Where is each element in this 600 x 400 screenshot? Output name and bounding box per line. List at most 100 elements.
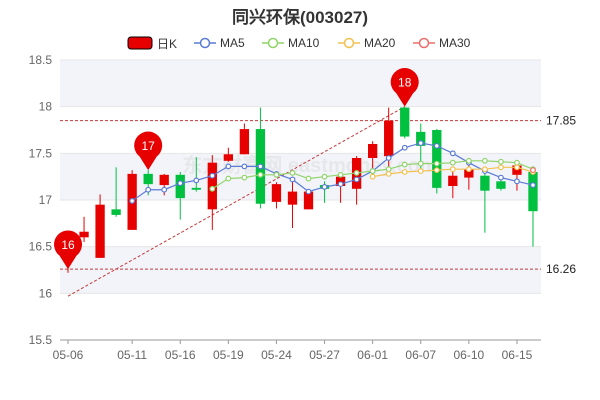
candle-body <box>111 209 121 215</box>
ma20-point <box>498 164 504 171</box>
ma5-point <box>417 140 424 146</box>
legend: 日K MA5 MA10 MA20 MA30 <box>0 33 600 53</box>
ma5-point <box>305 188 312 195</box>
line-legend-icon <box>413 37 435 49</box>
ma10-point <box>449 159 456 166</box>
candle-body <box>400 107 410 137</box>
chart-title: 同兴环保(003027) <box>231 8 369 27</box>
ma5-point <box>498 174 504 181</box>
ma20-point <box>514 164 520 171</box>
x-tick-label: 05-06 <box>53 348 84 362</box>
ma5-point <box>225 163 232 170</box>
legend-item-日k[interactable]: 日K <box>127 33 177 53</box>
ma10-point <box>417 160 424 167</box>
ma5-point <box>530 182 536 188</box>
candle-body <box>79 231 89 238</box>
reference-line-label: 16.26 <box>546 262 576 276</box>
ma5-point <box>177 180 184 187</box>
candle-body <box>95 204 105 258</box>
ma20-point <box>369 173 376 180</box>
ma10-point <box>305 175 312 182</box>
ma10-point <box>514 159 520 166</box>
ma10-point <box>369 168 376 174</box>
y-tick-label: 17.5 <box>29 146 53 160</box>
ma5-point <box>449 150 456 157</box>
ma10-point <box>385 166 392 173</box>
reference-line-label: 17.85 <box>546 114 576 128</box>
y-tick-label: 15.5 <box>29 333 53 347</box>
candle-body <box>480 175 490 191</box>
ma10-point <box>465 157 472 164</box>
legend-item-ma20[interactable]: MA20 <box>338 33 395 53</box>
y-tick-label: 16.5 <box>29 240 53 254</box>
x-tick-label: 05-19 <box>213 348 244 362</box>
legend-label: MA10 <box>288 36 320 50</box>
ma10-point <box>241 174 248 181</box>
ma5-point <box>209 172 216 179</box>
candle-body <box>191 187 201 190</box>
ma30-point <box>530 167 536 174</box>
ma10-point <box>209 185 216 192</box>
legend-item-ma10[interactable]: MA10 <box>262 33 319 53</box>
ma10-point <box>273 171 280 178</box>
candle-body <box>175 174 185 199</box>
price-marker-pin <box>54 230 83 270</box>
candle-body <box>432 130 442 188</box>
price-marker-label: 17 <box>142 139 156 153</box>
ma10-point <box>401 161 408 168</box>
ma10-point <box>498 158 504 165</box>
line-legend-icon <box>194 37 216 49</box>
x-tick-label: 06-01 <box>357 348 388 362</box>
ma5-point <box>401 144 408 151</box>
grid-band <box>60 60 541 107</box>
x-tick-label: 05-16 <box>165 348 196 362</box>
ma20-point <box>481 166 488 173</box>
ma5-point <box>289 176 296 183</box>
x-tick-label: 06-10 <box>453 348 484 362</box>
candle-body <box>239 129 250 155</box>
y-tick-label: 18.5 <box>29 53 53 67</box>
legend-item-ma30[interactable]: MA30 <box>413 33 470 53</box>
ma10-point <box>289 170 296 176</box>
candle-body <box>496 181 506 189</box>
x-tick-label: 06-07 <box>405 348 436 362</box>
legend-item-ma5[interactable]: MA5 <box>194 33 245 53</box>
ma5-point <box>514 178 520 185</box>
ma5-point <box>385 155 392 161</box>
y-tick-label: 17 <box>39 193 53 207</box>
ma20-point <box>433 167 440 174</box>
ma5-point <box>161 186 168 193</box>
ma5-point <box>193 177 200 184</box>
x-tick-label: 05-11 <box>117 348 147 362</box>
candle-body <box>448 175 458 186</box>
x-tick-label: 06-15 <box>502 348 533 362</box>
price-marker-pin <box>390 68 419 107</box>
legend-label: MA5 <box>220 36 245 50</box>
line-legend-icon <box>338 37 360 49</box>
candle-legend-icon <box>127 36 153 50</box>
ma5-point <box>257 163 264 170</box>
price-marker-label: 16 <box>61 238 75 252</box>
price-marker-label: 18 <box>398 76 412 90</box>
legend-label: MA20 <box>364 36 396 50</box>
legend-label: MA30 <box>439 36 471 50</box>
y-tick-label: 16 <box>39 286 53 300</box>
ma20-point <box>449 166 456 173</box>
ma5-point <box>353 176 360 183</box>
ma5-point <box>337 181 344 188</box>
candle-body <box>384 120 394 157</box>
x-tick-label: 05-24 <box>261 348 292 362</box>
candle-body <box>303 191 314 210</box>
ma5-point <box>241 163 248 170</box>
legend-label: 日K <box>157 36 178 51</box>
y-tick-label: 18 <box>39 100 53 114</box>
x-tick-label: 05-27 <box>309 348 340 362</box>
ma10-point <box>257 171 264 178</box>
grid-band <box>60 153 541 200</box>
candle-body <box>528 172 538 212</box>
candle-body <box>159 174 169 186</box>
line-legend-icon <box>262 37 284 49</box>
ma10-point <box>353 170 360 176</box>
ma10-point <box>481 157 488 164</box>
